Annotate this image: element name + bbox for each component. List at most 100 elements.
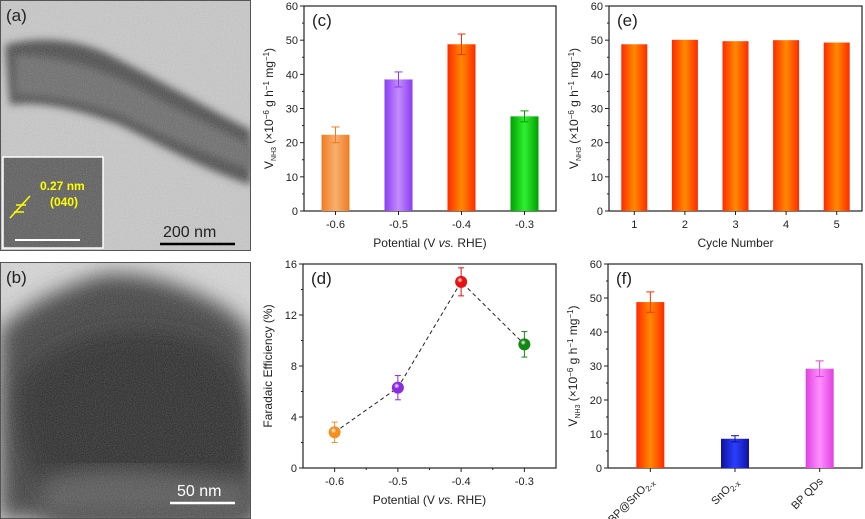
y-tick-label: 30 — [590, 361, 602, 373]
y-axis-label-part: (×10 — [566, 377, 580, 405]
x-tick-label: -0.6 — [326, 219, 345, 231]
lattice-plane-label: (040) — [50, 195, 78, 209]
y-tick-label: 60 — [591, 1, 603, 13]
panel-label-f: (f) — [616, 269, 632, 288]
y-axis-label-part: −1 — [567, 51, 576, 61]
tem-image-a: 0.27 nm (040) 200 nm (a) — [0, 0, 251, 251]
y-tick-label: 30 — [286, 104, 298, 116]
y-axis-label-part: NH3 — [271, 147, 278, 161]
lattice-spacing-label: 0.27 nm — [40, 179, 85, 193]
bar — [510, 116, 539, 211]
x-axis-label-part: vs. — [438, 493, 453, 507]
y-axis-label-part: (×10 — [262, 119, 276, 147]
data-point — [391, 381, 404, 394]
y-tick-label: 50 — [590, 293, 602, 305]
x-tick-label: 5 — [834, 219, 840, 231]
bar — [823, 42, 850, 211]
y-axis-label: VNH3 (×10−6 g h−1 mg−1) — [262, 48, 278, 169]
x-tick-label: BP@SnO2-x — [606, 476, 658, 519]
y-axis-label-part: −1 — [566, 309, 575, 319]
tem-image-b: 50 nm (b) — [0, 262, 251, 519]
y-axis-label-part: −6 — [262, 110, 271, 120]
x-tick-label: -0.5 — [389, 219, 408, 231]
y-axis-label-part: −1 — [567, 81, 576, 91]
y-tick-label: 8 — [291, 361, 297, 373]
x-tick-label: -0.5 — [388, 476, 407, 488]
y-tick-label: 10 — [286, 172, 298, 184]
bar — [671, 39, 698, 212]
y-tick-label: 40 — [286, 69, 298, 81]
x-tick-label: 1 — [631, 219, 637, 231]
y-tick-label: 0 — [291, 463, 297, 475]
bar — [447, 44, 476, 212]
x-tick-label-main: BP@SnO — [606, 483, 649, 519]
error-bar — [520, 110, 529, 123]
panel-label-b: (b) — [6, 268, 27, 287]
chart-d: 0 4 8 12 16 -0.6 -0.5 -0.4 -0.3 Potential (V vs. … — [261, 259, 557, 507]
y-tick-label: 40 — [591, 69, 603, 81]
error-bar — [331, 126, 340, 144]
y-tick-label: 60 — [286, 1, 298, 13]
y-axis-label-part: −6 — [567, 110, 576, 120]
x-axis-label-part: Potential (V — [373, 236, 438, 250]
y-tick-label: 16 — [285, 259, 297, 271]
data-point — [518, 338, 531, 351]
y-tick-label: 20 — [591, 138, 603, 150]
x-tick-label: 4 — [783, 219, 789, 231]
x-tick-label: -0.3 — [515, 219, 534, 231]
x-tick-label: BP QDs — [789, 475, 826, 512]
x-tick-label: -0.6 — [325, 476, 344, 488]
bar — [384, 79, 413, 211]
y-tick-label: 12 — [285, 310, 297, 322]
y-axis-label: Faradaic Efficiency (%) — [261, 304, 275, 427]
y-axis-label-part: −1 — [262, 51, 271, 61]
y-tick-label: 0 — [597, 206, 603, 218]
y-tick-label: 4 — [291, 412, 297, 424]
y-axis-label: VNH3 (×10−6 g h−1 mg−1) — [566, 305, 582, 426]
y-axis-label-part: V — [566, 419, 580, 427]
error-bar — [815, 360, 824, 378]
bar — [621, 44, 648, 212]
bar — [636, 302, 665, 468]
x-axis-label-part: Cycle Number — [697, 236, 773, 250]
y-axis-label-part: mg — [566, 319, 580, 339]
x-axis-label-part: Potential (V — [373, 493, 438, 507]
y-axis-label-part: g h — [566, 348, 580, 368]
data-point — [455, 275, 468, 288]
error-bar — [394, 71, 403, 88]
y-axis-label-part: −6 — [566, 367, 575, 377]
x-axis-label: Potential (V vs. RHE) — [373, 236, 486, 250]
y-axis-label-part: mg — [262, 61, 276, 81]
y-axis-label-part: NH3 — [575, 404, 582, 418]
y-tick-label: 50 — [591, 35, 603, 47]
scale-bar-label-b: 50 nm — [177, 483, 221, 500]
y-axis-label-part: ) — [262, 48, 276, 52]
y-axis-label-part: NH3 — [576, 147, 583, 161]
x-axis-label-part: RHE) — [454, 236, 487, 250]
bar — [321, 134, 350, 211]
y-axis-label-part: V — [262, 161, 276, 169]
y-tick-label: 20 — [590, 395, 602, 407]
y-axis-label-part: g h — [262, 90, 276, 110]
x-tick-label: 2 — [682, 219, 688, 231]
y-axis-label-part: −1 — [262, 81, 271, 91]
y-axis-label-part: mg — [567, 61, 581, 81]
data-point — [328, 426, 341, 439]
bar — [773, 40, 800, 211]
error-bar — [731, 435, 739, 443]
y-axis-label-part: ) — [567, 48, 581, 52]
plot-frame — [302, 263, 557, 469]
x-axis-label: Potential (V vs. RHE) — [373, 493, 486, 507]
y-axis-label-part: g h — [567, 90, 581, 110]
x-axis-label-part: RHE) — [454, 493, 487, 507]
x-axis-label-part: vs. — [439, 236, 454, 250]
bar — [722, 41, 749, 211]
chart-c: 0 10 20 30 40 50 60 -0.6 -0.5 -0.4 -0.3 Potential (… — [262, 1, 557, 250]
bar — [721, 438, 749, 468]
y-tick-label: 20 — [286, 138, 298, 150]
scale-bar-label-a: 200 nm — [163, 224, 216, 241]
y-tick-label: 0 — [292, 206, 298, 218]
